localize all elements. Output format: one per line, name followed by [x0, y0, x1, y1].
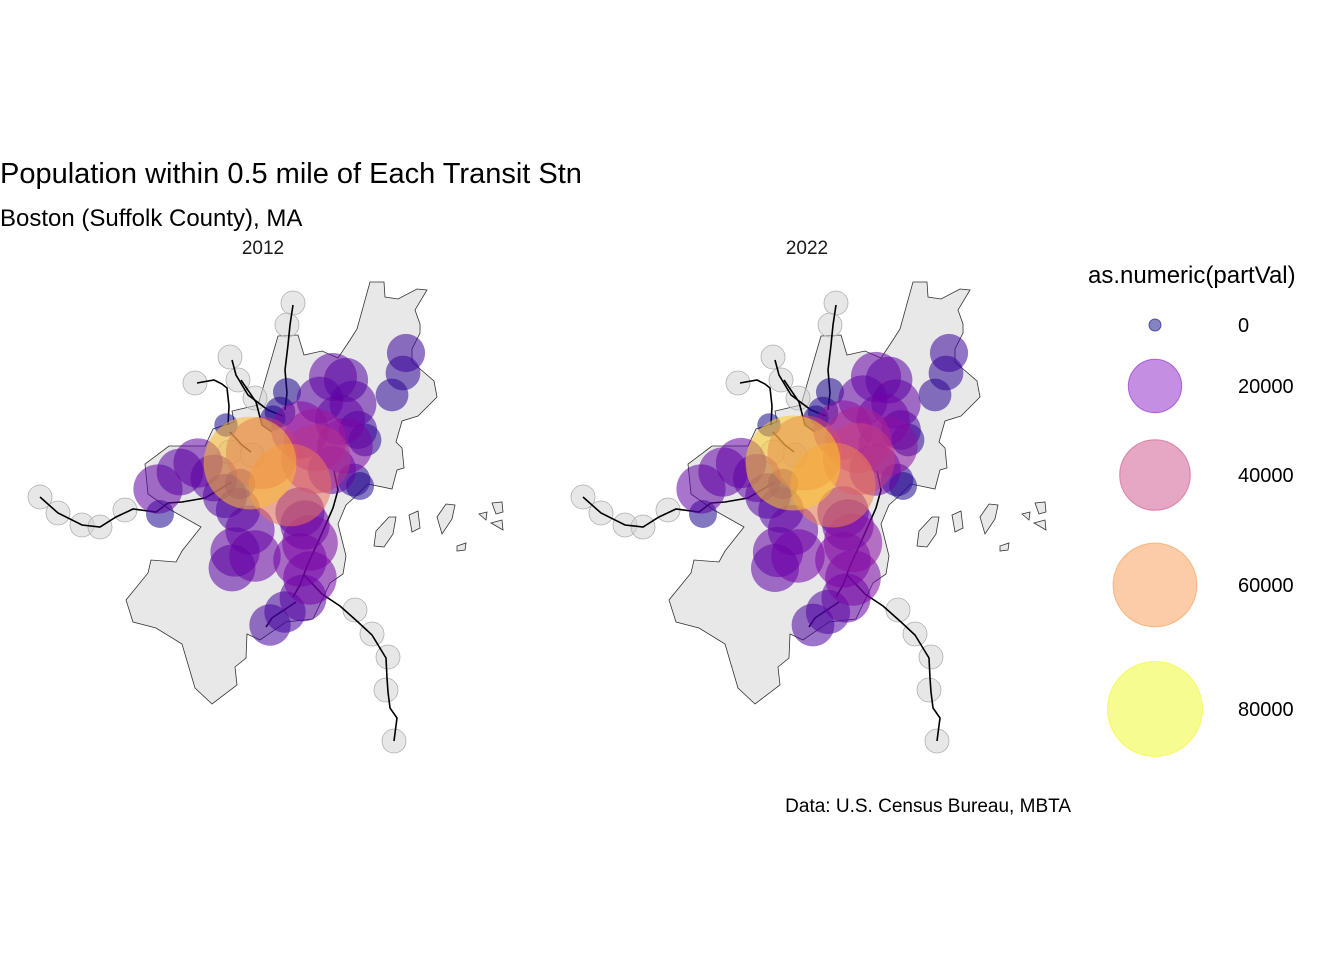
harbor-island: [408, 510, 421, 533]
size-color-legend: as.numeric(partVal) 0 20000 40000 60000 8000…: [1088, 262, 1296, 757]
harbor-island: [456, 542, 467, 552]
station-marker: [850, 351, 902, 403]
legend-key-0: [1148, 318, 1162, 332]
station-marker: [929, 333, 969, 373]
harbor-island: [489, 519, 504, 531]
plot-subtitle: Boston (Suffolk County), MA: [0, 205, 302, 232]
harbor-island: [436, 503, 456, 535]
legend-key-20000: [1127, 358, 1183, 414]
map-panel-2012: [27, 281, 504, 754]
station-marker-empty: [182, 370, 208, 396]
plot-title: Population within 0.5 mile of Each Trans…: [0, 158, 582, 190]
map-layer: [27, 281, 504, 754]
legend-label-60000: 60000: [1238, 575, 1294, 597]
legend-key-60000: [1112, 542, 1198, 628]
station-marker-empty: [342, 597, 368, 623]
harbor-island: [979, 503, 999, 535]
harbor-island: [916, 516, 940, 548]
harbor-island: [373, 516, 397, 548]
station-marker-empty: [217, 344, 243, 370]
transit-line: [582, 481, 776, 528]
harbor-island: [999, 542, 1010, 552]
station-marker-empty: [817, 312, 843, 338]
legend-label-0: 0: [1238, 315, 1249, 337]
station-marker: [745, 415, 841, 511]
transit-line: [739, 379, 773, 426]
station-marker-empty: [655, 497, 681, 523]
station-marker-empty: [823, 290, 849, 316]
legend-key-80000: [1107, 661, 1203, 757]
legend-label-80000: 80000: [1238, 699, 1294, 721]
station-marker-empty: [725, 370, 751, 396]
station-marker: [282, 515, 338, 571]
station-marker-empty: [274, 312, 300, 338]
legend-label-40000: 40000: [1238, 465, 1294, 487]
transit-line: [196, 379, 230, 426]
harbor-island: [478, 511, 488, 521]
harbor-island: [1032, 519, 1047, 531]
station-marker: [386, 333, 426, 373]
facet-label-2012: 2012: [242, 238, 284, 259]
station-marker-empty: [112, 497, 138, 523]
harbor-island: [1034, 501, 1047, 515]
station-marker-empty: [768, 367, 794, 393]
legend-label-20000: 20000: [1238, 376, 1294, 398]
station-marker-empty: [916, 677, 942, 703]
station-marker: [133, 464, 183, 514]
map-layer: [570, 281, 1047, 754]
plot-caption: Data: U.S. Census Bureau, MBTA: [785, 796, 1071, 817]
station-marker: [229, 530, 281, 582]
station-marker-empty: [373, 677, 399, 703]
transit-line: [846, 574, 941, 742]
station-marker: [249, 604, 291, 646]
harbor-island: [491, 501, 504, 515]
station-marker: [823, 513, 883, 573]
legend-key-40000: [1119, 439, 1191, 511]
station-marker: [203, 416, 297, 510]
station-marker-empty: [225, 367, 251, 393]
station-marker-empty: [760, 344, 786, 370]
station-marker-empty: [885, 597, 911, 623]
legend-title: as.numeric(partVal): [1088, 262, 1296, 289]
map-panel-2022: [570, 281, 1047, 754]
station-marker-empty: [280, 290, 306, 316]
station-marker: [771, 529, 825, 583]
harbor-island: [1021, 511, 1031, 521]
harbor-island: [951, 510, 964, 533]
transit-line: [39, 481, 233, 528]
transit-line: [303, 574, 398, 742]
station-marker: [309, 353, 357, 401]
facet-label-2022: 2022: [786, 238, 828, 259]
